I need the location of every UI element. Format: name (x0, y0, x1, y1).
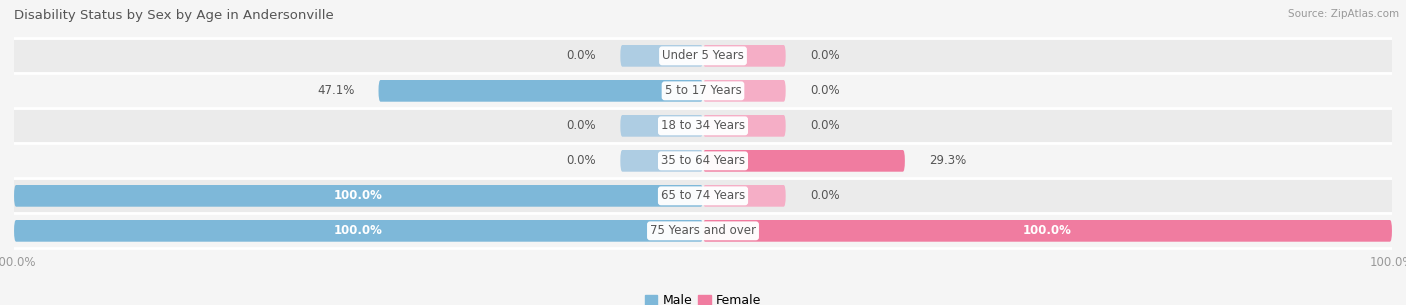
FancyBboxPatch shape (703, 220, 1392, 242)
FancyBboxPatch shape (14, 145, 1392, 177)
Bar (14, 145, 1392, 177)
Text: 0.0%: 0.0% (567, 154, 596, 167)
Bar (14, 40, 1392, 72)
Text: 0.0%: 0.0% (810, 84, 839, 97)
Legend: Male, Female: Male, Female (640, 289, 766, 305)
Text: 5 to 17 Years: 5 to 17 Years (665, 84, 741, 97)
Text: 100.0%: 100.0% (335, 189, 382, 202)
Text: 0.0%: 0.0% (810, 119, 839, 132)
FancyBboxPatch shape (14, 75, 1392, 107)
Text: Under 5 Years: Under 5 Years (662, 49, 744, 62)
FancyBboxPatch shape (14, 215, 1392, 247)
FancyBboxPatch shape (14, 180, 1392, 212)
Text: 35 to 64 Years: 35 to 64 Years (661, 154, 745, 167)
Text: 100.0%: 100.0% (335, 224, 382, 237)
FancyBboxPatch shape (14, 220, 703, 242)
FancyBboxPatch shape (703, 185, 786, 207)
Bar (14, 75, 1392, 107)
FancyBboxPatch shape (378, 80, 703, 102)
Text: 18 to 34 Years: 18 to 34 Years (661, 119, 745, 132)
Text: 0.0%: 0.0% (567, 49, 596, 62)
Text: 0.0%: 0.0% (810, 189, 839, 202)
FancyBboxPatch shape (620, 45, 703, 67)
FancyBboxPatch shape (703, 150, 905, 172)
Text: 0.0%: 0.0% (567, 119, 596, 132)
FancyBboxPatch shape (14, 40, 1392, 72)
FancyBboxPatch shape (703, 45, 786, 67)
Text: 100.0%: 100.0% (1024, 224, 1071, 237)
Text: 29.3%: 29.3% (929, 154, 966, 167)
Bar (14, 110, 1392, 142)
Text: 47.1%: 47.1% (316, 84, 354, 97)
Text: Source: ZipAtlas.com: Source: ZipAtlas.com (1288, 9, 1399, 19)
Text: 0.0%: 0.0% (810, 49, 839, 62)
FancyBboxPatch shape (703, 115, 786, 137)
FancyBboxPatch shape (14, 185, 703, 207)
FancyBboxPatch shape (620, 150, 703, 172)
Bar (14, 180, 1392, 212)
FancyBboxPatch shape (620, 115, 703, 137)
FancyBboxPatch shape (703, 80, 786, 102)
Bar (14, 215, 1392, 247)
Text: Disability Status by Sex by Age in Andersonville: Disability Status by Sex by Age in Ander… (14, 9, 333, 22)
FancyBboxPatch shape (14, 110, 1392, 142)
Text: 65 to 74 Years: 65 to 74 Years (661, 189, 745, 202)
Text: 75 Years and over: 75 Years and over (650, 224, 756, 237)
